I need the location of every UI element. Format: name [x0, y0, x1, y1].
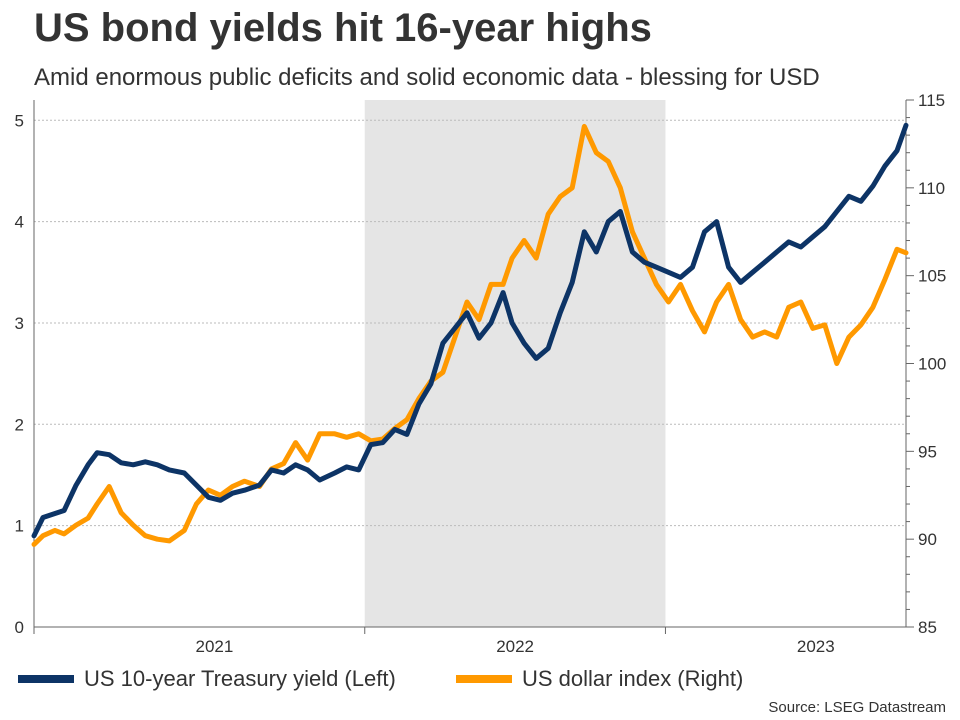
axes [33, 99, 914, 634]
source-note: Source: LSEG Datastream [768, 699, 946, 716]
tick-labels: 0 1 2 3 4 5 85 90 95 100 105 110 115 2021 2022 2023 [15, 91, 947, 656]
y-right-tick-label: 85 [918, 618, 937, 637]
legend-yield: US 10-year Treasury yield (Left) [18, 666, 396, 692]
y-right-tick-label: 95 [918, 442, 937, 461]
y-right-tick-label: 115 [918, 91, 945, 110]
chart-subtitle: Amid enormous public deficits and solid … [34, 64, 820, 91]
y-right-tick-label: 100 [918, 355, 946, 374]
y-right-tick-label: 90 [918, 530, 937, 549]
y-left-tick-label: 3 [15, 314, 24, 333]
legend-usd: US dollar index (Right) [456, 666, 743, 692]
x-tick-label: 2023 [797, 637, 835, 656]
y-left-tick-label: 0 [15, 618, 24, 637]
legend-yield-swatch [18, 675, 74, 683]
legend-usd-label: US dollar index (Right) [522, 666, 744, 691]
x-tick-label: 2022 [496, 637, 534, 656]
y-right-tick-label: 110 [918, 179, 945, 198]
chart-title: US bond yields hit 16-year highs [34, 6, 652, 50]
y-left-tick-label: 4 [15, 213, 24, 232]
treasury-yield-line [31, 122, 909, 539]
y-left-tick-label: 1 [15, 517, 24, 536]
x-tick-label: 2021 [195, 637, 233, 656]
y-left-tick-label: 5 [15, 111, 24, 130]
legend-yield-label: US 10-year Treasury yield (Left) [84, 666, 396, 691]
usd-index-line [31, 123, 909, 547]
y-right-tick-label: 105 [918, 267, 946, 286]
legend-usd-swatch [456, 675, 512, 683]
y-left-tick-label: 2 [15, 415, 24, 434]
shaded-region-2022 [364, 100, 666, 627]
